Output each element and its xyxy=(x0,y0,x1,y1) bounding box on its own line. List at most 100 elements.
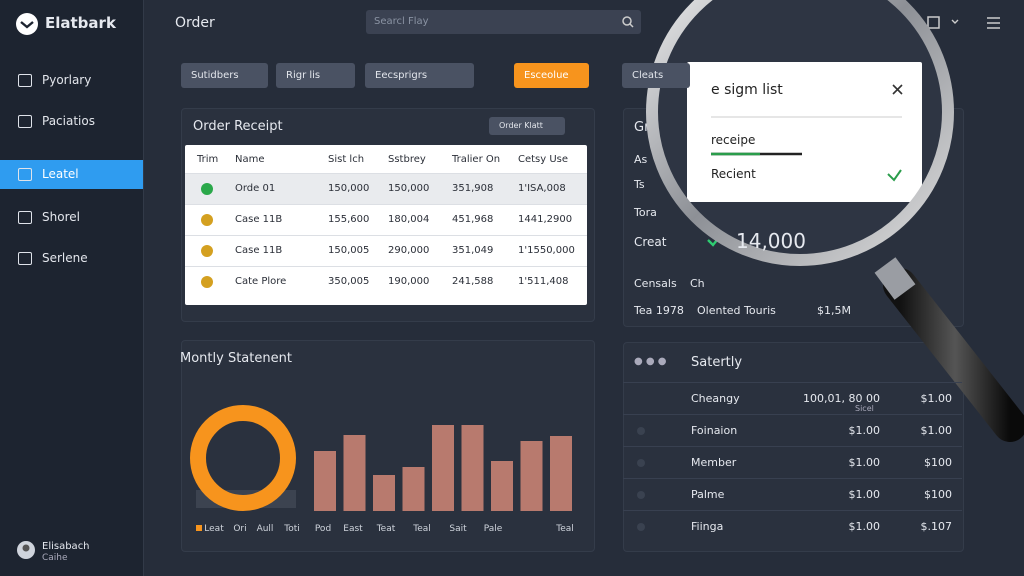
cell: 180,004 xyxy=(388,214,430,225)
donut xyxy=(190,405,296,511)
nav-item[interactable]: Shorel xyxy=(42,210,80,224)
search-icon xyxy=(622,16,634,28)
x-label: Ori xyxy=(233,524,246,534)
label: Creat xyxy=(634,235,667,249)
search-placeholder: Searcl Flay xyxy=(374,16,429,27)
cell: 1'1550,000 xyxy=(518,245,575,256)
nav-icon xyxy=(18,168,32,181)
table-row[interactable]: Palme $1.00 $100 xyxy=(623,478,962,511)
cell: Foinaion xyxy=(691,424,738,437)
row-dot xyxy=(637,523,645,531)
cell: 351,908 xyxy=(452,183,494,194)
filter-button[interactable]: Sutidbers xyxy=(181,63,268,88)
nav-item[interactable]: Serlene xyxy=(42,251,88,265)
table-row[interactable]: Cate Plore 350,005 190,000 241,588 1'511,408 xyxy=(185,266,587,298)
card-title: Gr xyxy=(634,120,650,135)
popup-field[interactable]: receipe xyxy=(711,133,756,147)
cell: Palme xyxy=(691,488,725,501)
cell: $100 xyxy=(924,488,952,501)
row-dot xyxy=(637,491,645,499)
cell: 150,005 xyxy=(328,245,370,256)
nav-item[interactable]: Paciatios xyxy=(42,114,95,128)
popup-option[interactable]: Recient xyxy=(711,167,756,181)
x-label: Pod xyxy=(315,524,331,534)
label: Censals xyxy=(634,277,677,290)
avatar xyxy=(17,541,35,559)
column-header: Cetsy Use xyxy=(518,154,569,165)
bar xyxy=(402,467,425,511)
cell: 155,600 xyxy=(328,214,370,225)
cell: $1.00 xyxy=(848,488,881,501)
user-name: Elisabach xyxy=(42,541,90,552)
x-label: Teat xyxy=(376,524,396,534)
column-header: Trim xyxy=(197,154,219,165)
cell: Cate Plore xyxy=(235,276,287,287)
sub-label: Sicel xyxy=(855,404,874,413)
bar xyxy=(461,425,484,511)
x-label: Aull xyxy=(257,524,274,534)
cell: 150,000 xyxy=(388,183,430,194)
cell: Cheangy xyxy=(691,392,740,405)
table-row[interactable]: Orde 01 150,000 150,000 351,908 1'ISA,008 xyxy=(185,173,587,205)
x-label: Teal xyxy=(412,524,431,534)
x-label: Leat xyxy=(204,524,224,534)
cell: $.107 xyxy=(920,520,953,533)
cell: $100 xyxy=(924,456,952,469)
total: 14,000 xyxy=(736,229,806,253)
x-label: East xyxy=(343,524,363,534)
nav-icon xyxy=(18,211,32,224)
table-row[interactable]: Cheangy 100,01, 80 00 $1.00 xyxy=(623,382,962,415)
label: As xyxy=(634,153,648,166)
nav-item[interactable]: Pyorlary xyxy=(42,73,92,87)
filter-button[interactable]: Esceolue xyxy=(514,63,589,88)
dropdown[interactable]: Order Klatt xyxy=(489,117,565,135)
cell: 190,000 xyxy=(388,276,430,287)
label: Tora xyxy=(634,206,657,219)
filter-button[interactable]: Eecsprigrs xyxy=(365,63,474,88)
nav-icon xyxy=(18,252,32,265)
cell: 1441,2900 xyxy=(518,214,573,225)
cell: 150,000 xyxy=(328,183,370,194)
filter-button[interactable]: Cleats xyxy=(622,63,690,88)
bar xyxy=(343,435,366,511)
chart: Leat Ori Aull Toti Pod East Teat Teal Sait Pale Te… xyxy=(190,405,574,534)
table-row[interactable]: Foinaion $1.00 $1.00 xyxy=(623,414,962,447)
bar xyxy=(520,441,543,511)
x-label: Teal xyxy=(555,524,574,534)
cell: 1'ISA,008 xyxy=(518,183,566,194)
label: Ts xyxy=(634,178,645,191)
cell: Fiinga xyxy=(691,520,724,533)
brand-logo xyxy=(16,13,38,35)
cell: 1'511,408 xyxy=(518,276,569,287)
table-row[interactable]: Case 11B 155,600 180,004 451,968 1441,2900 xyxy=(185,204,587,236)
x-label: Toti xyxy=(283,524,300,534)
nav-icon xyxy=(18,115,32,128)
table-row[interactable]: Case 11B 150,005 290,000 351,049 1'1550,000 xyxy=(185,235,587,267)
status-icon xyxy=(201,245,213,257)
column-header: Name xyxy=(235,154,265,165)
sidebar xyxy=(0,0,144,576)
cell: $1.00 xyxy=(920,392,953,405)
cell: Member xyxy=(691,456,737,469)
filter-button[interactable]: Rigr lis xyxy=(276,63,355,88)
cell: 241,588 xyxy=(452,276,494,287)
cell: Case 11B xyxy=(235,214,283,225)
cell: $1.00 xyxy=(848,456,881,469)
x-label: Sait xyxy=(449,524,467,534)
status-icon xyxy=(201,183,213,195)
cell: Case 11B xyxy=(235,245,283,256)
nav-item[interactable]: Leatel xyxy=(0,160,143,189)
status-icon xyxy=(201,276,213,288)
table-row[interactable]: Fiinga $1.00 $.107 xyxy=(623,510,962,543)
label: Olented Touris xyxy=(697,304,776,317)
bar xyxy=(550,436,572,511)
legend-swatch xyxy=(196,525,202,531)
bar xyxy=(432,425,454,511)
user-role: Caihe xyxy=(42,553,68,563)
row-dot xyxy=(637,459,645,467)
bar xyxy=(373,475,395,511)
search-box[interactable]: Searcl Flay xyxy=(366,10,641,34)
page-title: Order xyxy=(175,15,215,31)
table-row[interactable]: Member $1.00 $100 xyxy=(623,446,962,479)
